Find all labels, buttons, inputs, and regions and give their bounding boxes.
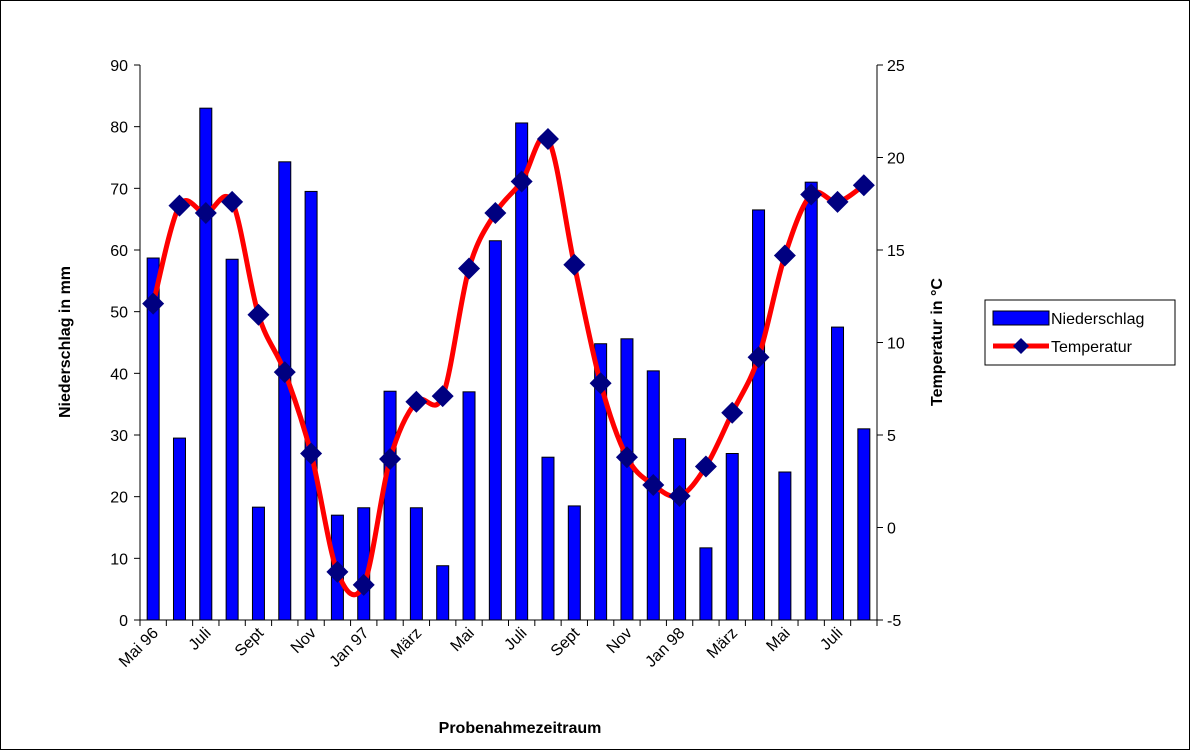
legend-label: Niederschlag: [1051, 311, 1144, 328]
y2-tick-label: 15: [887, 243, 905, 260]
marker: [615, 446, 638, 469]
marker: [300, 442, 323, 465]
bar: [488, 240, 502, 621]
marker: [800, 183, 823, 206]
marker: [484, 202, 507, 224]
marker: [221, 190, 244, 213]
marker: [536, 128, 559, 150]
y-tick-label: 60: [110, 243, 128, 260]
marker: [642, 473, 665, 496]
bar: [304, 190, 318, 621]
bar: [251, 506, 265, 621]
bar: [146, 257, 160, 621]
marker: [510, 170, 533, 193]
marker: [826, 190, 849, 213]
bar: [831, 326, 845, 621]
bar: [620, 338, 634, 621]
marker: [194, 202, 217, 224]
bar: [857, 428, 871, 621]
y2-tick-label: 5: [887, 428, 896, 445]
marker: [326, 560, 349, 583]
bar: [567, 505, 581, 621]
marker: [247, 303, 270, 326]
marker: [405, 390, 428, 413]
bar: [409, 507, 423, 621]
bar: [804, 181, 818, 621]
bar: [199, 107, 213, 621]
bar: [225, 258, 239, 621]
y2-axis-label: Temperatur in °C: [929, 278, 946, 406]
y-tick-label: 30: [110, 428, 128, 445]
marker: [352, 573, 375, 596]
bar: [278, 161, 292, 621]
bar: [462, 391, 476, 621]
y-tick-label: 10: [110, 551, 128, 568]
y-tick-label: 90: [110, 58, 128, 75]
bar: [725, 453, 739, 621]
bar: [541, 456, 555, 621]
y-tick-label: 40: [110, 366, 128, 383]
marker: [747, 346, 770, 369]
legend-label: Temperatur: [1051, 339, 1133, 356]
y-tick-label: 70: [110, 181, 128, 198]
marker: [379, 448, 402, 471]
y2-tick-label: 25: [887, 58, 905, 75]
y2-tick-label: -5: [887, 613, 901, 630]
marker: [668, 485, 691, 508]
y2-tick-label: 10: [887, 336, 905, 353]
x-axis-label: Probenahmezeitraum: [439, 720, 602, 737]
marker: [431, 385, 454, 408]
marker: [168, 194, 191, 217]
bar: [778, 471, 792, 621]
y2-tick-label: 20: [887, 151, 905, 168]
marker: [721, 401, 744, 424]
bar: [383, 390, 397, 621]
y2-tick-label: 0: [887, 521, 896, 538]
bar: [752, 209, 766, 621]
marker: [589, 372, 612, 395]
marker: [852, 174, 875, 197]
bar: [436, 565, 450, 621]
legend-swatch: [992, 310, 1050, 326]
bar: [515, 122, 529, 621]
y-tick-label: 80: [110, 120, 128, 137]
y-tick-label: 20: [110, 490, 128, 507]
marker: [694, 455, 717, 478]
bar: [172, 437, 186, 621]
y-axis-label: Niederschlag in mm: [57, 266, 74, 418]
marker: [563, 253, 586, 276]
marker: [273, 361, 296, 384]
marker: [142, 292, 165, 315]
y-tick-label: 50: [110, 305, 128, 322]
marker: [458, 257, 481, 280]
marker: [773, 244, 796, 267]
bar: [673, 438, 687, 621]
y-tick-label: 0: [119, 613, 128, 630]
bar: [594, 343, 608, 621]
legend-marker: [1013, 338, 1029, 354]
bar: [699, 547, 713, 621]
